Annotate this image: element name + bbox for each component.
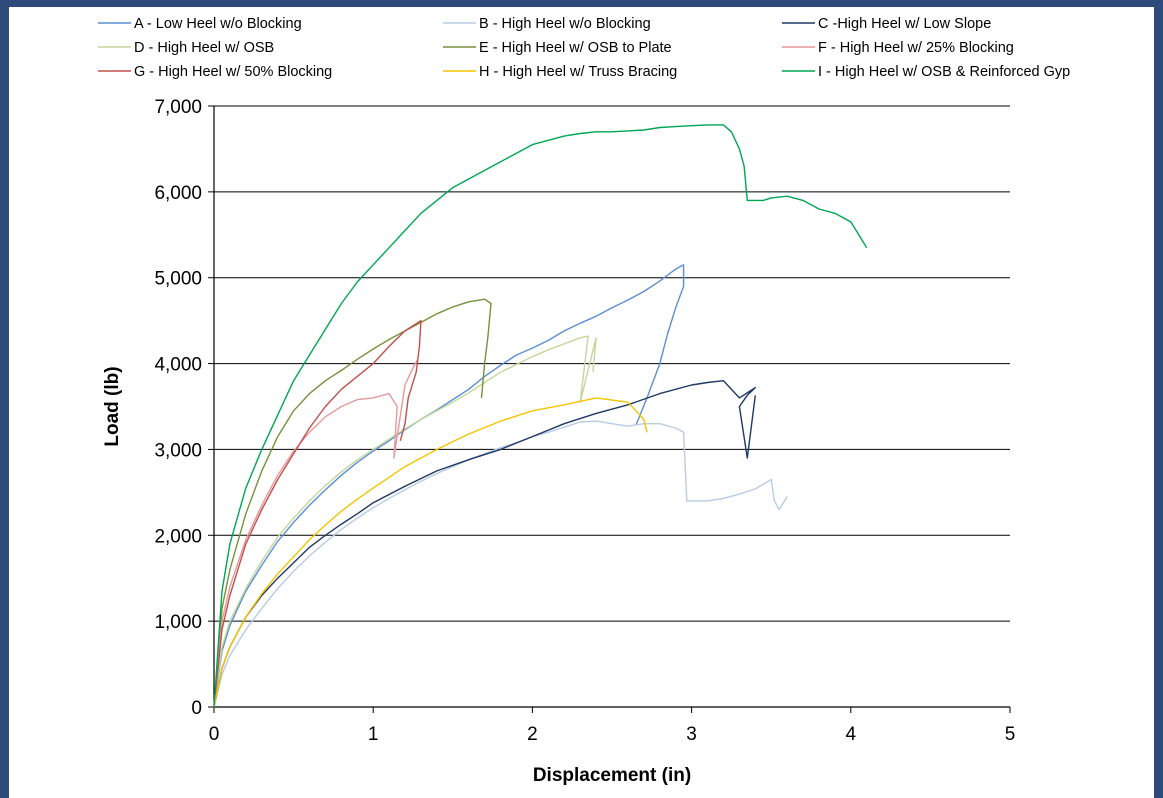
tick-labels: 0 1 2 3 4 5 0 1,000 2,000 3,000 4,000 5,000 6,000 7,0… xyxy=(154,97,1015,745)
x-tick-label: 5 xyxy=(1005,724,1016,745)
legend-label: H - High Heel w/ Truss Bracing xyxy=(479,64,677,80)
series-line-f xyxy=(213,358,419,708)
series-line-i xyxy=(213,124,868,708)
x-tick-label: 3 xyxy=(686,724,697,745)
gridlines xyxy=(214,105,1010,708)
chart-legend: A - Low Heel w/o Blocking B - High Heel w… xyxy=(98,16,1070,80)
legend-label: C -High Heel w/ Low Slope xyxy=(818,16,991,32)
data-series xyxy=(213,124,868,708)
y-tick-label: 4,000 xyxy=(154,355,202,376)
x-axis-label: Displacement (in) xyxy=(533,765,691,786)
legend-label: D - High Heel w/ OSB xyxy=(134,40,274,56)
legend-label: A - Low Heel w/o Blocking xyxy=(134,16,302,32)
y-tick-label: 3,000 xyxy=(154,440,202,461)
x-tick-label: 4 xyxy=(846,724,857,745)
y-tick-label: 1,000 xyxy=(154,612,202,633)
y-tick-label: 6,000 xyxy=(154,183,202,204)
series-line-d xyxy=(213,335,597,708)
series-line-b xyxy=(213,420,788,708)
legend-label: G - High Heel w/ 50% Blocking xyxy=(134,64,332,80)
legend-label: F - High Heel w/ 25% Blocking xyxy=(818,40,1014,56)
y-axis-label: Load (lb) xyxy=(102,366,123,446)
y-tick-label: 5,000 xyxy=(154,269,202,290)
legend-label: E - High Heel w/ OSB to Plate xyxy=(479,40,672,56)
x-tick-label: 0 xyxy=(209,724,220,745)
series-line-a xyxy=(213,264,685,708)
series-line-e xyxy=(213,298,492,708)
chart-axes xyxy=(208,105,1011,713)
x-tick-label: 1 xyxy=(368,724,379,745)
legend-label: B - High Heel w/o Blocking xyxy=(479,16,651,32)
legend-label: I - High Heel w/ OSB & Reinforced Gyp xyxy=(818,64,1070,80)
x-tick-label: 2 xyxy=(527,724,538,745)
y-tick-label: 2,000 xyxy=(154,526,202,547)
series-line-g xyxy=(213,319,422,708)
series-line-h xyxy=(213,397,648,708)
y-tick-label: 0 xyxy=(191,698,202,719)
series-line-c xyxy=(213,380,756,708)
y-tick-label: 7,000 xyxy=(154,97,202,118)
